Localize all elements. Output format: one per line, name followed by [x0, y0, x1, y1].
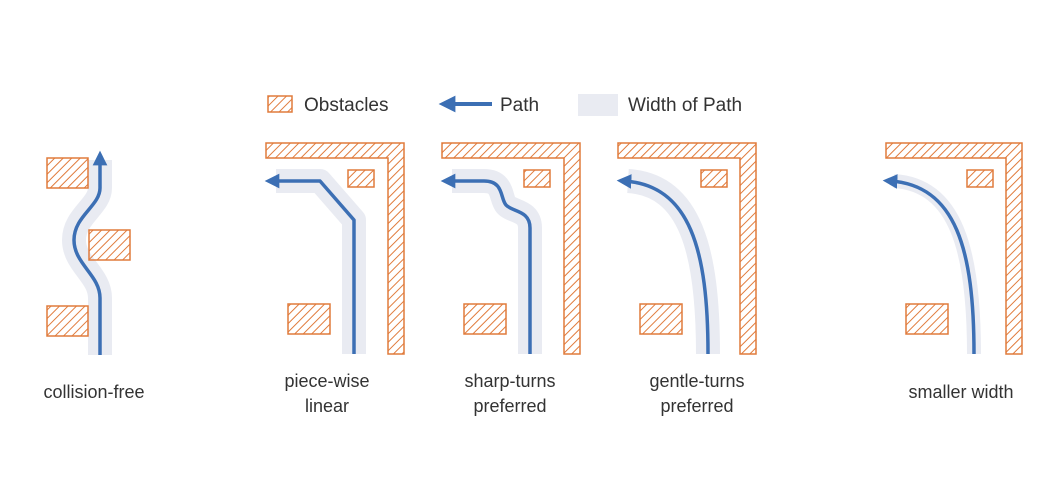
- caption-line: preferred: [660, 396, 733, 416]
- caption-line: collision-free: [43, 382, 144, 402]
- obstacle: [88, 229, 131, 261]
- obstacle: [463, 303, 507, 335]
- wall-obstacle: [617, 142, 757, 355]
- legend-path: Path: [438, 95, 539, 116]
- caption-line: preferred: [473, 396, 546, 416]
- legend: Obstacles Path Width of Path: [267, 94, 742, 116]
- path-arrow: [264, 173, 356, 354]
- obstacle: [523, 169, 551, 188]
- obstacle: [700, 169, 728, 188]
- width-swatch-icon: [578, 94, 618, 116]
- legend-width-label: Width of Path: [628, 95, 742, 116]
- legend-path-label: Path: [500, 95, 539, 116]
- obstacle: [46, 305, 89, 337]
- legend-obstacles: Obstacles: [267, 95, 388, 116]
- obstacle: [639, 303, 683, 335]
- obstacle: [905, 303, 949, 335]
- legend-width: Width of Path: [578, 94, 742, 116]
- panel-piece-wise-linear: piece-wise linear: [264, 142, 405, 416]
- panel-gentle-turns: gentle-turns preferred: [616, 142, 757, 416]
- path-arrow: [72, 150, 108, 355]
- caption-line: linear: [305, 396, 349, 416]
- obstacle: [46, 157, 89, 189]
- caption-line: piece-wise: [284, 371, 369, 391]
- obstacle: [966, 169, 994, 188]
- path-arrow: [440, 173, 532, 354]
- obstacle: [287, 303, 331, 335]
- obstacle-swatch-icon: [267, 95, 293, 113]
- wall-obstacle: [265, 142, 405, 355]
- caption-line: sharp-turns: [464, 371, 555, 391]
- panel-collision-free: collision-free: [43, 150, 145, 402]
- panel-smaller-width: smaller width: [882, 142, 1023, 402]
- caption-line: gentle-turns: [649, 371, 744, 391]
- legend-obstacles-label: Obstacles: [304, 95, 388, 116]
- path-arrow: [616, 174, 710, 355]
- panel-sharp-turns: sharp-turns preferred: [440, 142, 581, 416]
- caption-line: smaller width: [908, 382, 1013, 402]
- obstacle: [347, 169, 375, 188]
- wall-obstacle: [441, 142, 581, 355]
- path-arrow: [882, 174, 976, 355]
- wall-obstacle: [885, 142, 1023, 355]
